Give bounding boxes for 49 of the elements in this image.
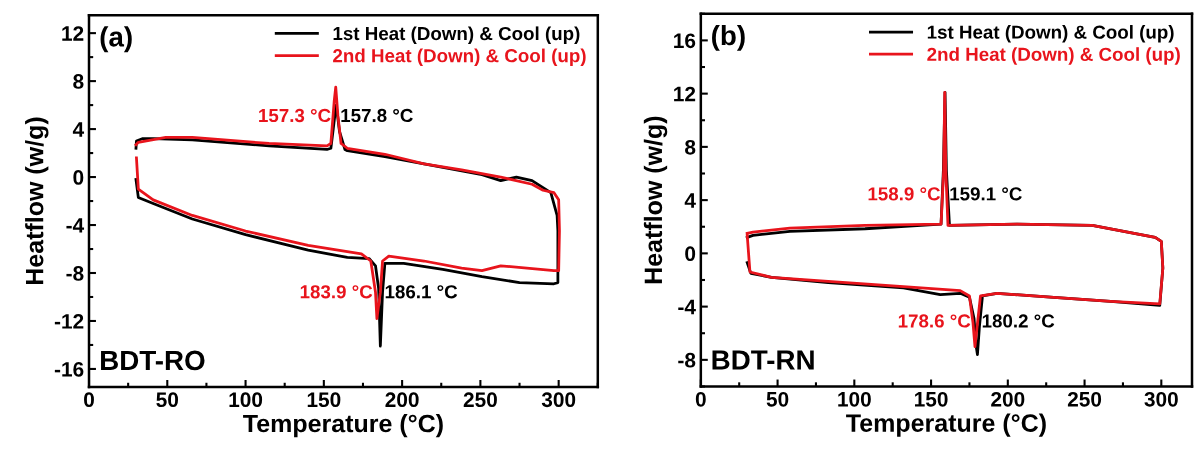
annotation: BDT-RN <box>712 350 814 370</box>
x-tick-label: 150 <box>915 391 948 407</box>
y-tick-label: 8 <box>685 139 696 155</box>
y-tick-label: -12 <box>54 313 84 329</box>
annotation: (b) <box>712 24 745 51</box>
y-tick-label: -8 <box>678 352 696 368</box>
y-tick-label: -16 <box>54 361 84 377</box>
legend-label: 1st Heat (Down) & Cool (up) <box>333 26 580 44</box>
x-tick-label: 200 <box>991 391 1025 407</box>
annotation: 158.9 °C <box>868 187 941 201</box>
y-tick-label: 16 <box>674 33 696 49</box>
x-tick-label: 300 <box>541 392 576 408</box>
annotation: (a) <box>100 26 132 53</box>
x-tick-label: 100 <box>838 391 871 407</box>
legend-label: 2nd Heat (Down) & Cool (up) <box>333 48 586 67</box>
x-axis-title: Temperature (°C) <box>243 414 443 438</box>
y-tick-label: -8 <box>66 266 84 281</box>
x-tick-label: 100 <box>229 392 263 408</box>
legend-label: 1st Heat (Down) & Cool (up) <box>927 25 1174 43</box>
x-tick-label: 150 <box>307 392 341 408</box>
line-series <box>134 85 561 320</box>
x-tick-label: 0 <box>695 391 706 407</box>
y-tick-label: 4 <box>72 122 85 137</box>
x-axis-title: Temperature (°C) <box>846 413 1046 437</box>
annotation: 157.8 °C <box>341 108 413 123</box>
annotation: 159.1 °C <box>950 187 1022 201</box>
x-tick-label: 200 <box>385 392 419 408</box>
annotation: 186.1 °C <box>385 285 458 299</box>
y-axis-title: Heatflow (w/g) <box>643 116 668 284</box>
y-tick-label: 12 <box>62 26 84 41</box>
legend-label: 2nd Heat (Down) & Cool (up) <box>927 47 1180 65</box>
annotation: 180.2 °C <box>982 314 1055 328</box>
annotation: 183.9 °C <box>300 285 373 299</box>
x-tick-label: 300 <box>1144 391 1178 407</box>
y-tick-label: 0 <box>685 246 696 262</box>
y-tick-label: -4 <box>678 299 696 315</box>
annotation: BDT-RO <box>101 350 205 371</box>
x-tick-label: 250 <box>463 392 497 408</box>
y-tick-label: -4 <box>66 218 85 233</box>
annotation: 178.6 °C <box>898 314 971 328</box>
y-tick-label: 4 <box>684 193 696 208</box>
x-tick-label: 50 <box>766 391 789 407</box>
y-tick-label: 12 <box>674 86 696 102</box>
x-tick-label: 50 <box>156 392 179 408</box>
y-tick-label: 0 <box>73 170 84 185</box>
y-axis-title: Heatflow (w/g) <box>25 117 49 285</box>
x-tick-label: 250 <box>1067 391 1102 407</box>
annotation: 157.3 °C <box>259 108 331 123</box>
y-tick-label: 8 <box>73 74 84 89</box>
